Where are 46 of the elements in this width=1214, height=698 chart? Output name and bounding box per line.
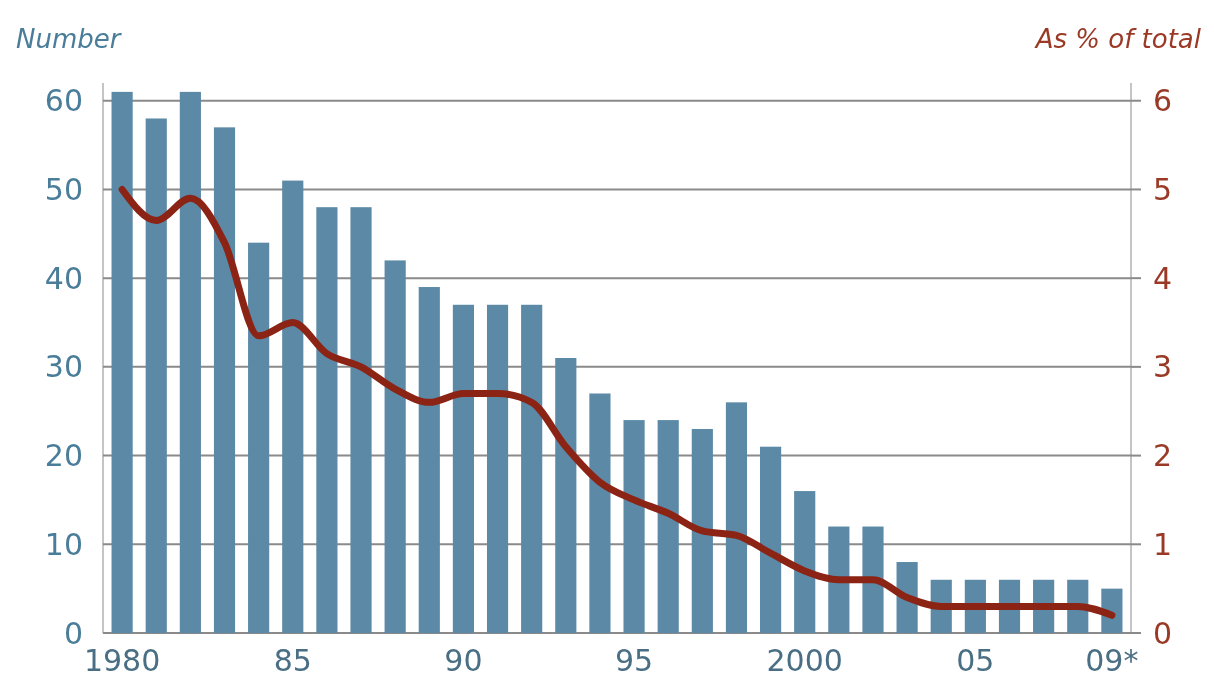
bar (418, 287, 440, 633)
y-tick-label: 60 (44, 83, 83, 119)
bar (623, 420, 645, 633)
y-tick-label: 40 (44, 260, 83, 296)
y2-tick-label: 0 (1153, 615, 1173, 651)
y2-tick-label: 3 (1153, 349, 1173, 385)
bar (555, 358, 577, 633)
bar (725, 402, 748, 633)
y2-tick-label: 4 (1153, 260, 1173, 296)
y-axis-title: Number (16, 24, 123, 54)
bar (828, 526, 850, 633)
bar (486, 304, 509, 633)
bar (589, 393, 611, 633)
x-tick-label: 85 (273, 643, 312, 678)
bar (179, 91, 201, 633)
bar (316, 207, 338, 633)
x-tick-label: 95 (614, 643, 654, 678)
bar (350, 207, 372, 633)
x-tick-label: 05 (956, 643, 995, 678)
y2-tick-label: 6 (1153, 83, 1173, 119)
bar (521, 304, 543, 633)
bar (111, 91, 133, 633)
bar (760, 446, 782, 633)
bar (452, 304, 474, 633)
bar (657, 420, 679, 633)
bar (248, 242, 270, 633)
y-tick-label: 20 (44, 438, 83, 474)
y2-axis-title: As % of total (1033, 24, 1202, 54)
x-tick-label: 2000 (766, 643, 843, 678)
bar (794, 491, 816, 633)
x-tick-label: 1980 (83, 643, 161, 678)
y-tick-label: 30 (44, 349, 83, 385)
bar (862, 526, 884, 633)
bar (384, 260, 406, 633)
bar (213, 127, 236, 633)
y2-tick-label: 2 (1153, 438, 1173, 474)
bar (145, 118, 167, 633)
x-tick-label: 90 (444, 643, 483, 678)
y2-tick-label: 5 (1153, 171, 1173, 207)
bar (691, 428, 713, 633)
y-tick-label: 0 (63, 615, 83, 651)
y2-tick-label: 1 (1153, 526, 1173, 562)
x-tick-label: 09* (1085, 643, 1139, 678)
y-tick-label: 10 (44, 526, 83, 562)
y-tick-label: 50 (44, 171, 83, 207)
bar (282, 180, 304, 633)
